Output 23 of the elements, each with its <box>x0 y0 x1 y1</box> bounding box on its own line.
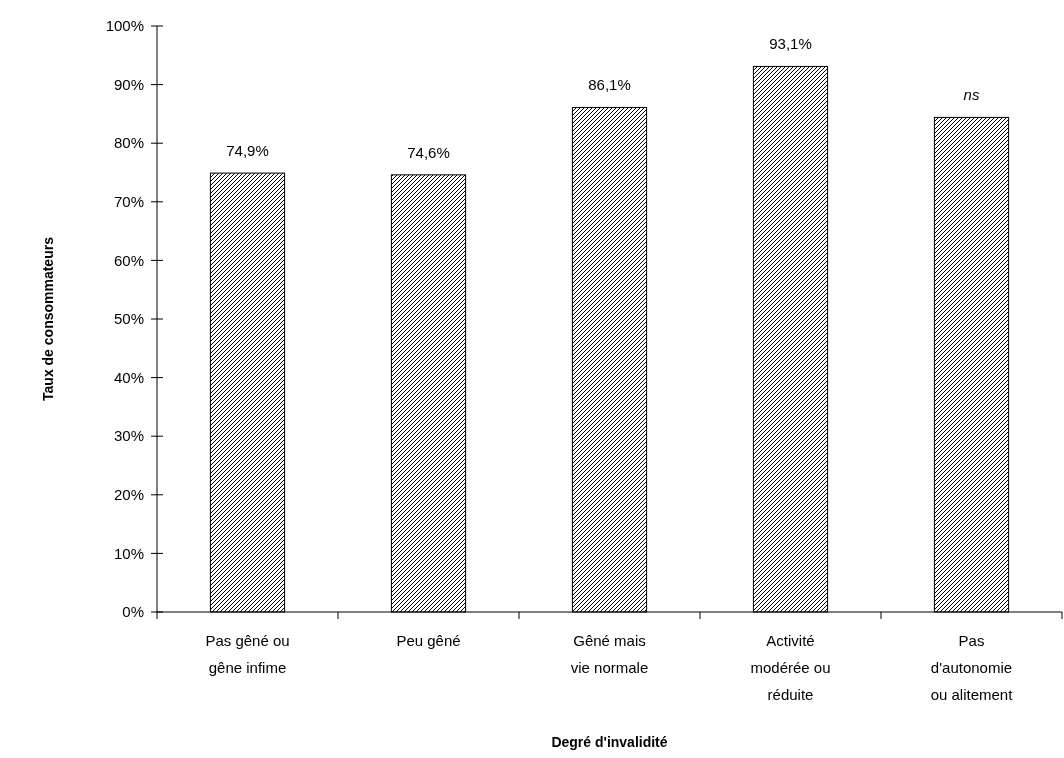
y-tick-label: 40% <box>113 368 144 386</box>
y-tick-label: 100% <box>105 17 144 35</box>
x-tick-label: Peu gêné <box>396 632 461 649</box>
y-tick-label: 70% <box>113 193 144 211</box>
x-axis-title: Degré d'invalidité <box>551 734 668 750</box>
x-tick-label: Pas gêné ou gêne infime <box>205 632 290 676</box>
y-axis-title: Taux de consommateurs <box>40 236 56 401</box>
data-label: 86,1% <box>588 76 631 94</box>
x-tick-label: Pas d'autonomie ou alitement <box>930 632 1014 703</box>
x-tick-label: Gêné mais vie normale <box>570 632 649 676</box>
y-tick-label: 10% <box>113 544 144 562</box>
y-tick-label: 20% <box>113 486 144 504</box>
y-tick-label: 30% <box>113 427 144 445</box>
data-label: 74,9% <box>226 142 269 160</box>
x-tick-label: Activité modérée ou réduite <box>750 632 831 703</box>
y-tick-label: 60% <box>113 251 144 269</box>
y-tick-label: 50% <box>113 310 144 328</box>
y-tick-label: 90% <box>113 75 144 93</box>
y-tick-label: 0% <box>122 603 144 621</box>
data-label: 93,1% <box>769 35 812 53</box>
data-label: ns <box>963 86 980 104</box>
data-label: 74,6% <box>407 143 450 161</box>
y-tick-label: 80% <box>113 134 144 152</box>
